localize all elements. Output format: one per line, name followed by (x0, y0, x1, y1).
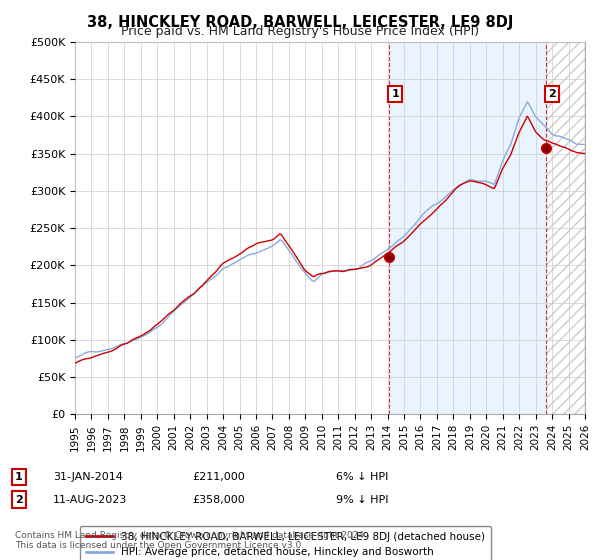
Text: 2: 2 (15, 494, 23, 505)
Text: Price paid vs. HM Land Registry's House Price Index (HPI): Price paid vs. HM Land Registry's House … (121, 25, 479, 38)
Text: £211,000: £211,000 (192, 472, 245, 482)
Text: 1: 1 (15, 472, 23, 482)
Text: 31-JAN-2014: 31-JAN-2014 (53, 472, 122, 482)
Text: 9% ↓ HPI: 9% ↓ HPI (336, 494, 389, 505)
Text: 2: 2 (548, 89, 556, 99)
Text: 6% ↓ HPI: 6% ↓ HPI (336, 472, 388, 482)
Text: 11-AUG-2023: 11-AUG-2023 (53, 494, 127, 505)
Text: 38, HINCKLEY ROAD, BARWELL, LEICESTER, LE9 8DJ: 38, HINCKLEY ROAD, BARWELL, LEICESTER, L… (87, 15, 513, 30)
Text: 1: 1 (391, 89, 399, 99)
Text: £358,000: £358,000 (192, 494, 245, 505)
Text: Contains HM Land Registry data © Crown copyright and database right 2024.
This d: Contains HM Land Registry data © Crown c… (15, 530, 367, 550)
Legend: 38, HINCKLEY ROAD, BARWELL, LEICESTER, LE9 8DJ (detached house), HPI: Average pr: 38, HINCKLEY ROAD, BARWELL, LEICESTER, L… (80, 526, 491, 560)
